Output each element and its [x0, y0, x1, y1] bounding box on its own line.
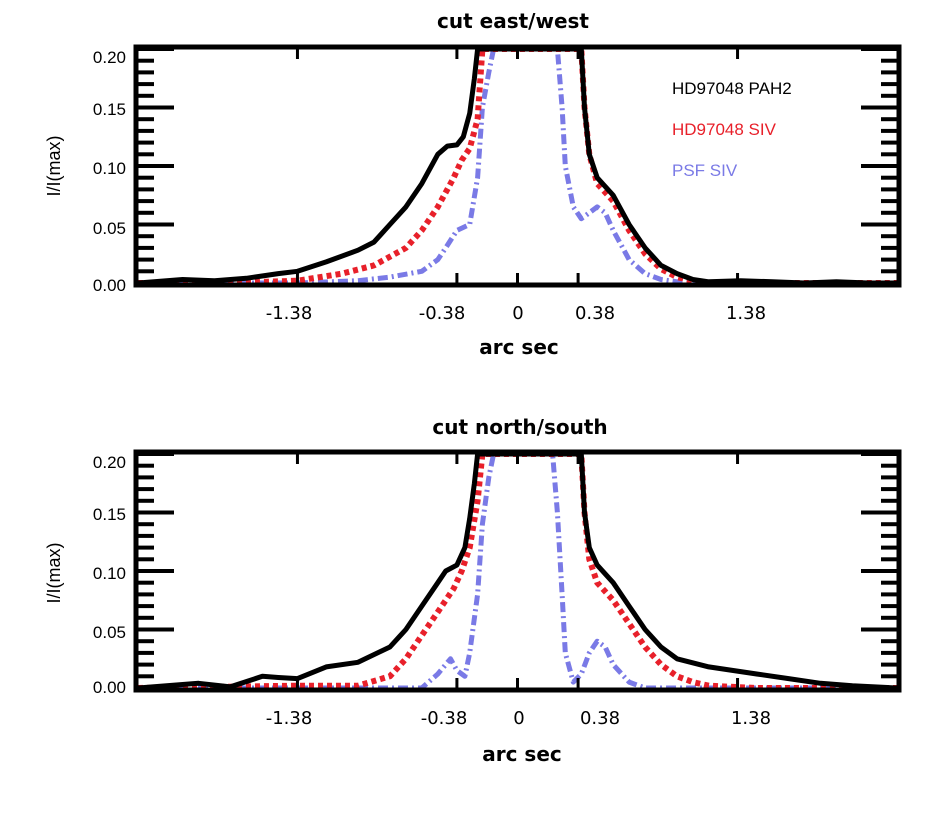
panel-2-x-tick-labels: -1.38 -0.38 0 0.38 1.38: [266, 708, 771, 729]
x-tick-label: 0.38: [575, 303, 615, 324]
panel-2-y-axis-label: I/I(max): [44, 543, 64, 604]
y-tick-label: 0.00: [93, 276, 126, 295]
panel-1-y-ticks: [138, 47, 897, 285]
panel-1-title: cut east/west: [437, 9, 589, 33]
panel-1-x-axis-label: arc sec: [479, 335, 559, 359]
panel-east-west: cut east/west 0.00 0.05 0.10 0.15 0.20 -…: [44, 9, 902, 359]
x-tick-label: 0.38: [580, 708, 620, 729]
panel-1-series: [138, 49, 897, 283]
y-tick-label: 0.05: [93, 623, 126, 642]
x-tick-label: -0.38: [419, 303, 466, 324]
x-tick-label: -0.38: [421, 708, 468, 729]
panel-2-y-ticks: [138, 452, 897, 690]
series-line-hd97048-pah2: [138, 49, 897, 283]
y-tick-label: 0.00: [93, 678, 126, 697]
series-line-hd97048-pah2: [138, 454, 897, 688]
x-tick-label: -1.38: [266, 303, 313, 324]
panel-2-series: [138, 454, 897, 688]
panel-2-x-ticks: [295, 454, 740, 688]
legend-entry-pah2: HD97048 PAH2: [672, 79, 792, 98]
x-tick-label: 1.38: [726, 303, 766, 324]
y-tick-label: 0.20: [93, 453, 126, 472]
series-line-psf-siv: [138, 454, 897, 688]
x-tick-label: -1.38: [266, 708, 313, 729]
panel-1-y-axis-label: I/I(max): [44, 136, 64, 197]
panel-1-y-tick-labels: 0.00 0.05 0.10 0.15 0.20: [93, 48, 126, 295]
x-tick-label: 0: [513, 708, 524, 729]
y-tick-label: 0.15: [93, 505, 126, 524]
legend: HD97048 PAH2 HD97048 SIV PSF SIV: [672, 79, 792, 180]
panel-2-frame: [133, 449, 902, 693]
y-tick-label: 0.05: [93, 219, 126, 238]
y-tick-label: 0.10: [93, 159, 126, 178]
series-line-hd97048-siv: [138, 454, 897, 688]
panel-2-title: cut north/south: [432, 415, 607, 439]
legend-entry-siv: HD97048 SIV: [672, 120, 777, 139]
y-tick-label: 0.10: [93, 564, 126, 583]
y-tick-label: 0.15: [93, 100, 126, 119]
panel-2-y-tick-labels: 0.00 0.05 0.10 0.15 0.20: [93, 453, 126, 697]
panel-1-x-tick-labels: -1.38 -0.38 0 0.38 1.38: [266, 303, 766, 324]
panel-1-x-ticks: [295, 49, 740, 283]
panel-north-south: cut north/south 0.00 0.05 0.10 0.15 0.20…: [44, 415, 902, 766]
series-line-hd97048-siv: [138, 49, 897, 283]
x-tick-label: 0: [512, 303, 523, 324]
panel-2-x-axis-label: arc sec: [482, 742, 562, 766]
y-tick-label: 0.20: [93, 48, 126, 67]
series-line-psf-siv: [138, 49, 897, 283]
panel-1-frame: [133, 44, 902, 288]
legend-entry-psf: PSF SIV: [672, 161, 738, 180]
x-tick-label: 1.38: [731, 708, 771, 729]
